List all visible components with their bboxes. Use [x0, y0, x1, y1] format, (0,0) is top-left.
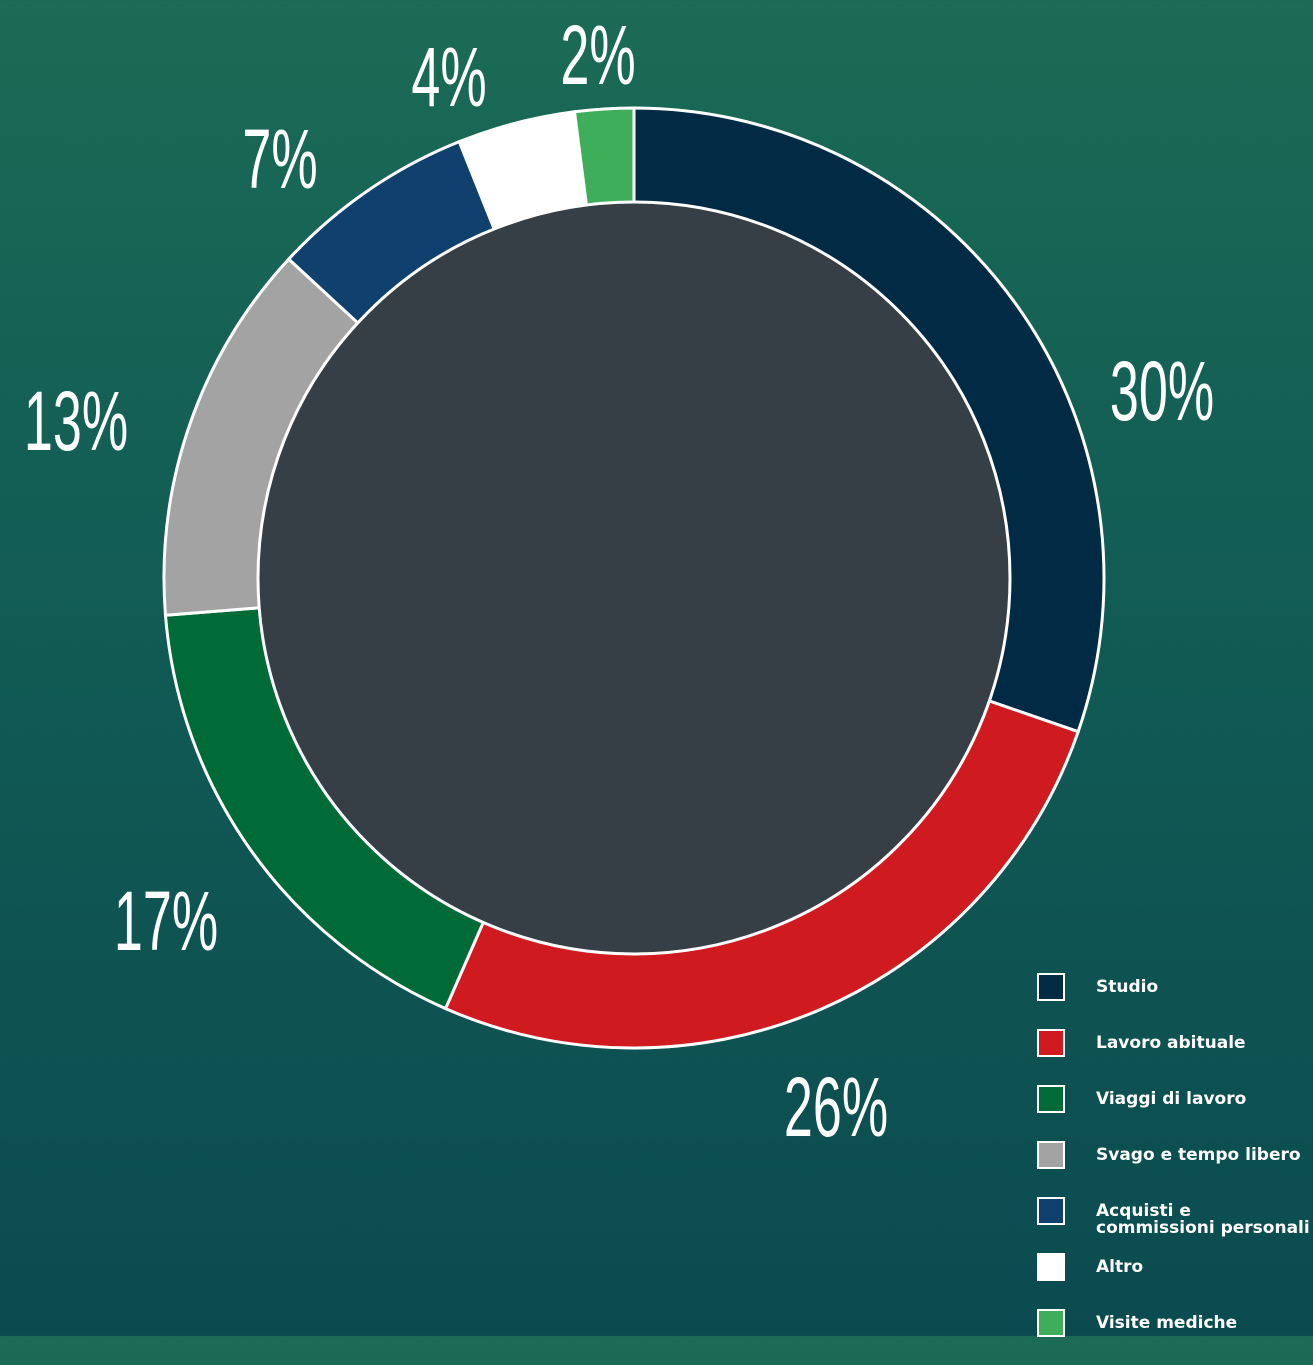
legend-item: Viaggi di lavoro	[1037, 1085, 1307, 1141]
legend-swatch	[1037, 1253, 1065, 1281]
legend-label: Svago e tempo libero	[1096, 1145, 1301, 1165]
legend-swatch	[1037, 1309, 1065, 1337]
value-label: 17%	[114, 874, 218, 968]
value-label: 26%	[784, 1060, 888, 1154]
legend-item: Lavoro abituale	[1037, 1029, 1307, 1085]
donut-hole	[256, 200, 1012, 956]
legend-label: Viaggi di lavoro	[1096, 1089, 1247, 1109]
legend-swatch	[1037, 1085, 1065, 1113]
legend-label: Lavoro abituale	[1096, 1033, 1246, 1053]
legend-label: Studio	[1096, 977, 1159, 997]
legend-item: Svago e tempo libero	[1037, 1141, 1307, 1197]
legend-label: Visite mediche	[1096, 1313, 1238, 1333]
value-label: 2%	[560, 8, 635, 102]
legend-label: Acquisti e commissioni personali	[1096, 1201, 1310, 1238]
legend-item: Studio	[1037, 973, 1307, 1029]
value-label: 13%	[24, 374, 128, 468]
legend: Studio Lavoro abituale Viaggi di lavoro Sva…	[1037, 973, 1310, 1365]
value-label: 4%	[411, 30, 486, 124]
legend-swatch	[1037, 1197, 1065, 1225]
legend-item: Altro	[1037, 1253, 1307, 1309]
value-label: 30%	[1110, 344, 1214, 438]
legend-swatch	[1037, 1029, 1065, 1057]
legend-item: Visite mediche	[1037, 1309, 1307, 1365]
legend-item: Acquisti e commissioni personali	[1037, 1197, 1310, 1253]
legend-label: Altro	[1096, 1257, 1144, 1277]
legend-swatch	[1037, 973, 1065, 1001]
page: 30% 26% 17% 13% 7% 4% 2% Studio Lavoro abituale…	[0, 0, 1313, 1337]
value-label: 7%	[242, 112, 317, 206]
legend-swatch	[1037, 1141, 1065, 1169]
chart: 30% 26% 17% 13% 7% 4% 2%	[24, 8, 1214, 1154]
